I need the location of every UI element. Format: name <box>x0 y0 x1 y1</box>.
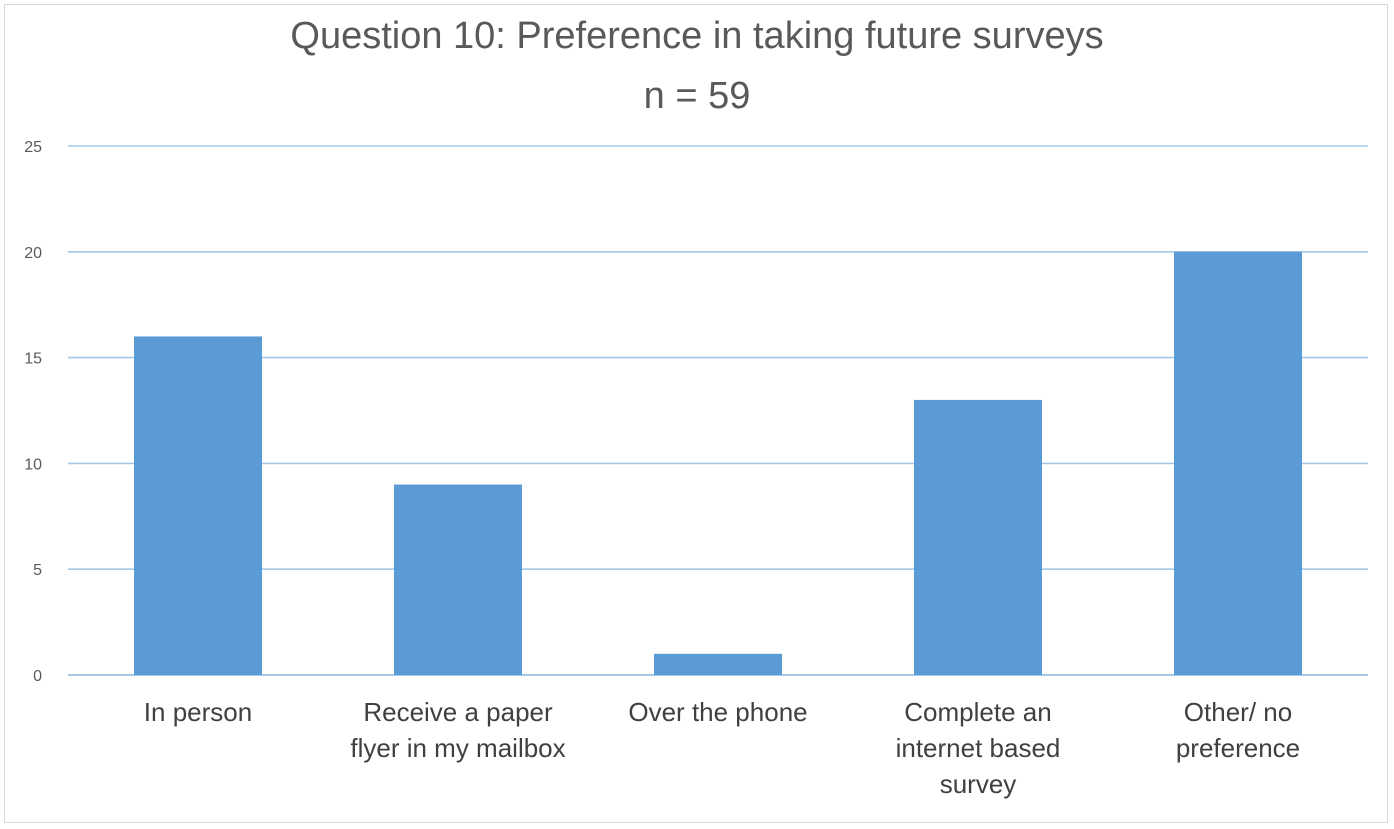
y-tick-label: 15 <box>24 351 42 368</box>
y-tick-label: 20 <box>24 245 42 262</box>
bar <box>914 399 1042 675</box>
bars <box>134 251 1302 676</box>
x-category-label: Other/ no preference <box>1176 697 1300 763</box>
bar <box>134 336 262 675</box>
gridlines <box>68 145 1368 676</box>
x-category-label: Complete an internet based survey <box>896 697 1061 799</box>
x-axis-categories: In person Receive a paper flyer in my mail… <box>144 697 1300 799</box>
y-tick-label: 5 <box>33 562 42 579</box>
y-tick-label: 25 <box>24 139 42 156</box>
bar <box>654 653 782 675</box>
x-category-label: Receive a paper flyer in my mailbox <box>350 697 565 763</box>
chart-title: Question 10: Preference in taking future… <box>290 15 1104 57</box>
x-category-label: In person <box>144 697 252 727</box>
y-tick-label: 10 <box>24 456 42 473</box>
bar <box>1174 251 1302 676</box>
y-tick-label: 0 <box>33 668 42 685</box>
x-category-label: Over the phone <box>628 697 807 727</box>
chart-subtitle: n = 59 <box>643 75 751 117</box>
y-axis-ticks: 0 5 10 15 20 25 <box>24 139 42 685</box>
bar <box>394 484 522 675</box>
